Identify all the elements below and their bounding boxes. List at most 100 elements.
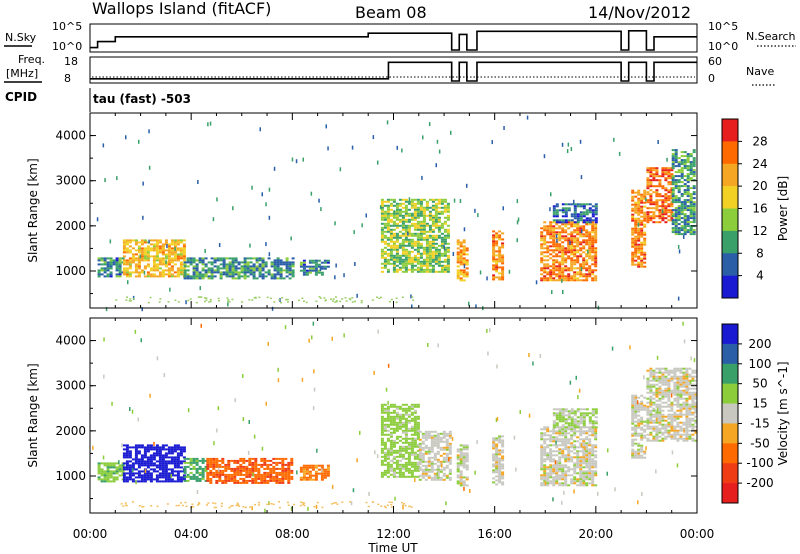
echo-cell	[273, 265, 277, 268]
echo-cell	[161, 460, 165, 463]
echo-cell	[640, 241, 644, 244]
echo-cell	[380, 455, 384, 458]
echo-cell	[407, 459, 411, 462]
echo-cell	[459, 243, 463, 246]
echo-cell	[567, 219, 571, 222]
echo-cell	[386, 439, 390, 442]
echo-cell	[576, 279, 580, 282]
echo-cell	[425, 208, 429, 211]
echo-cell	[103, 263, 107, 266]
echo-cell	[564, 430, 568, 433]
echo-cell	[564, 259, 568, 262]
echo-cell	[424, 474, 428, 477]
echo-cell	[428, 224, 432, 227]
echo-cell	[546, 456, 550, 459]
echo-cell	[269, 475, 273, 478]
echo-cell	[431, 258, 435, 261]
echo-cell	[272, 461, 276, 464]
echo-cell	[637, 408, 641, 411]
echo-cell	[686, 217, 690, 220]
echo-cell	[284, 467, 288, 470]
echo-cell	[424, 432, 428, 435]
echo-cell	[588, 269, 592, 272]
echo-cell	[456, 275, 460, 278]
echo-cell	[404, 433, 408, 436]
echo-cell	[445, 432, 449, 435]
echo-cell	[410, 449, 414, 452]
noise-point	[410, 294, 412, 299]
echo-cell	[195, 277, 199, 280]
echo-cell	[462, 245, 466, 248]
echo-cell	[233, 479, 237, 482]
echo-cell	[459, 456, 463, 459]
echo-cell	[543, 255, 547, 258]
echo-cell	[158, 454, 162, 457]
echo-cell	[445, 440, 449, 443]
echo-cell	[137, 261, 141, 264]
echo-cell	[97, 476, 101, 479]
echo-cell	[186, 465, 190, 468]
echo-cell	[591, 259, 595, 262]
echo-cell	[118, 263, 122, 266]
echo-cell	[652, 217, 656, 220]
echo-cell	[392, 200, 396, 203]
echo-cell	[567, 243, 571, 246]
echo-cell	[573, 462, 577, 465]
echo-cell	[631, 261, 635, 264]
echo-cell	[677, 219, 681, 222]
echo-cell	[425, 244, 429, 247]
echo-cell	[594, 269, 598, 272]
freq-panel	[89, 56, 698, 84]
echo-cell	[649, 375, 653, 378]
echo-cell	[637, 249, 641, 252]
echo-cell	[248, 473, 252, 476]
echo-cell	[436, 452, 440, 455]
echo-cell	[543, 279, 547, 282]
echo-cell	[436, 460, 440, 463]
echo-cell	[683, 175, 687, 178]
echo-cell	[646, 193, 650, 196]
echo-cell	[155, 476, 159, 479]
echo-cell	[281, 457, 285, 460]
echo-cell	[436, 450, 440, 453]
echo-cell	[227, 475, 231, 478]
echo-cell	[692, 197, 696, 200]
echo-cell	[582, 430, 586, 433]
echo-cell	[380, 236, 384, 239]
echo-cell	[549, 245, 553, 248]
echo-cell	[445, 434, 449, 437]
echo-cell	[582, 450, 586, 453]
echo-cell	[634, 251, 638, 254]
echo-cell	[585, 474, 589, 477]
echo-cell	[314, 265, 318, 268]
echo-cell	[567, 269, 571, 272]
echo-cell	[498, 230, 502, 233]
echo-cell	[431, 254, 435, 257]
echo-cell	[652, 177, 656, 180]
echo-cell	[674, 183, 678, 186]
echo-cell	[579, 203, 583, 206]
echo-cell	[416, 463, 420, 466]
echo-cell	[677, 175, 681, 178]
echo-cell	[428, 236, 432, 239]
echo-cell	[436, 436, 440, 439]
echo-cell	[302, 267, 306, 270]
ground-scatter-point	[258, 296, 261, 299]
echo-region	[646, 167, 674, 224]
echo-cell	[418, 446, 422, 449]
echo-cell	[558, 448, 562, 451]
echo-cell	[594, 241, 598, 244]
echo-cell	[395, 258, 399, 261]
echo-cell	[425, 238, 429, 241]
echo-cell	[591, 444, 595, 447]
echo-cell	[689, 205, 693, 208]
echo-cell	[640, 261, 644, 264]
echo-cell	[576, 462, 580, 465]
echo-cell	[552, 478, 556, 481]
echo-cell	[459, 448, 463, 451]
echo-cell	[231, 265, 235, 268]
echo-cell	[445, 452, 449, 455]
echo-cell	[664, 171, 668, 174]
echo-cell	[637, 245, 641, 248]
echo-cell	[546, 225, 550, 228]
